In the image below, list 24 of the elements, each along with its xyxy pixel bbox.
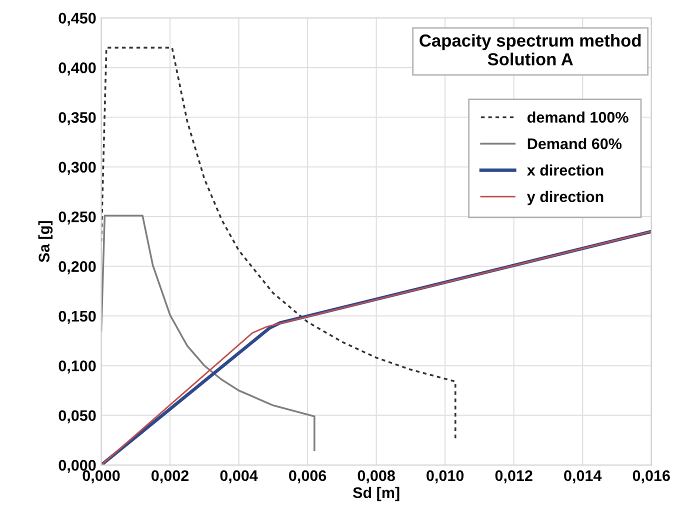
x-axis-title: Sd [m] bbox=[352, 486, 400, 502]
y-tick-label: 0,300 bbox=[58, 162, 96, 175]
x-tick-label: 0,004 bbox=[220, 470, 258, 484]
text: Capacity spectrum method Solution A bbox=[420, 34, 641, 66]
x-tick-label: 0,006 bbox=[289, 470, 326, 484]
legend-label: demand 100% bbox=[528, 112, 628, 123]
legend-label: Demand 60% bbox=[528, 138, 622, 150]
y-tick-label: 0,150 bbox=[58, 310, 96, 324]
y-axis-title: Sa [g] bbox=[38, 221, 53, 262]
x-tick-label: 0,012 bbox=[495, 470, 532, 484]
x-tick-label: 0,014 bbox=[564, 470, 602, 484]
x-tick-label: 0,016 bbox=[632, 470, 670, 484]
y-tick-label: 0,350 bbox=[58, 112, 96, 126]
y-tick-label: 0,050 bbox=[58, 410, 96, 424]
legend-label: y direction bbox=[526, 190, 604, 206]
y-tick-label: 0,200 bbox=[58, 261, 96, 274]
y-tick-label: 0,400 bbox=[58, 62, 96, 76]
y-tick-label: 0,250 bbox=[58, 211, 96, 225]
x-tick-label: 0,002 bbox=[152, 470, 189, 484]
x-tick-label: 0,008 bbox=[358, 470, 395, 484]
y-tick-label: 0,100 bbox=[58, 360, 96, 374]
x-tick-label: 0,010 bbox=[426, 470, 464, 484]
y-tick-label: 0,450 bbox=[58, 12, 96, 26]
legend-label: x direction bbox=[526, 164, 604, 176]
